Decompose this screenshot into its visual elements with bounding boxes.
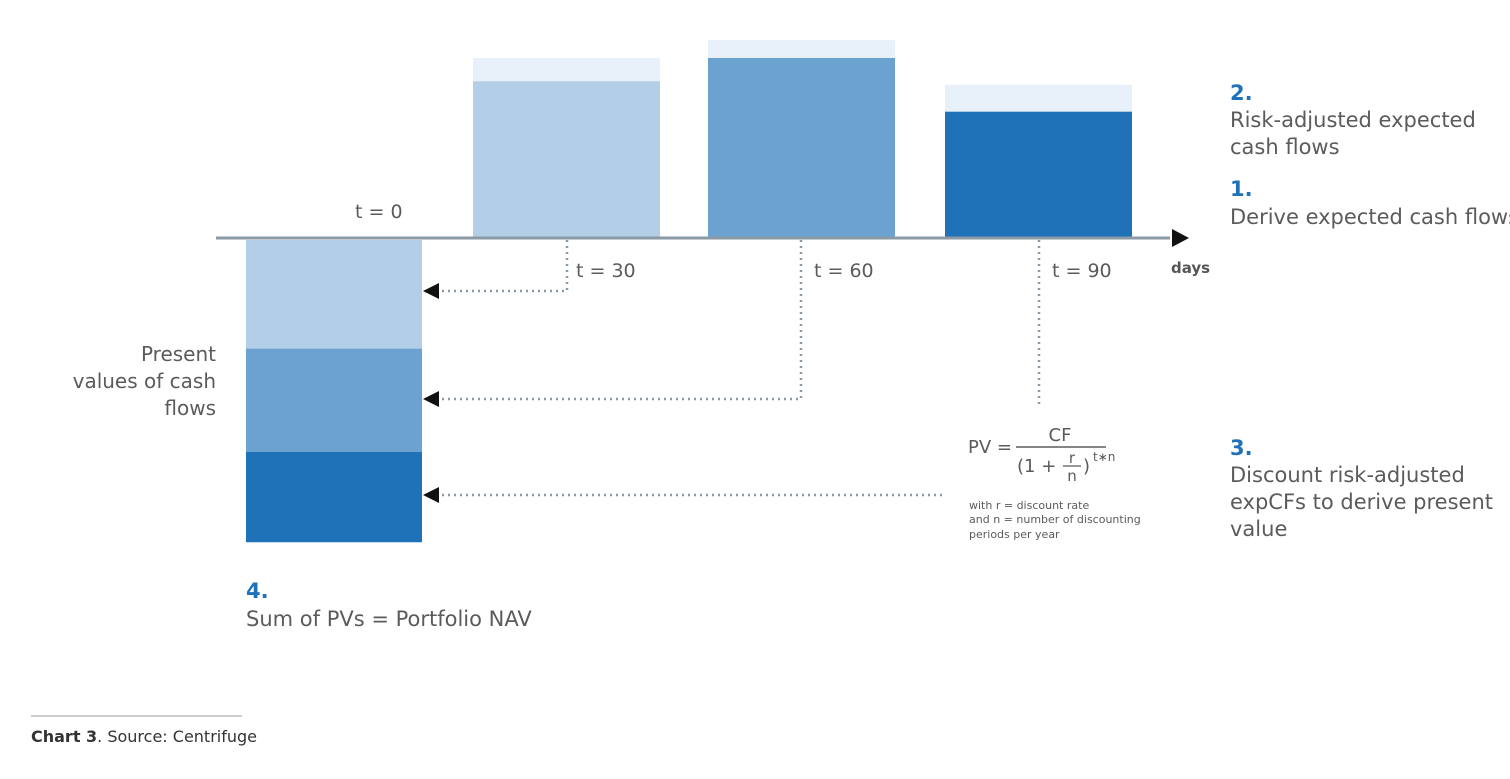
pv-segment-t30 xyxy=(246,240,422,349)
step-3-line-2: expCFs to derive present xyxy=(1230,490,1493,514)
risk-adjusted-cf-bar-t30 xyxy=(473,81,660,238)
discount-connectors xyxy=(440,240,1041,497)
risk-adjusted-cf-bar-t60 xyxy=(708,58,895,237)
caption-bold: Chart 3 xyxy=(31,727,97,746)
present-value-stack xyxy=(246,240,422,543)
formula-lhs: PV = xyxy=(968,437,1012,458)
axis-unit-label: days xyxy=(1171,259,1210,277)
pv-label-line-3: flows xyxy=(164,396,216,420)
time-label-30: t = 30 xyxy=(576,260,636,282)
step-4-line-1: Sum of PVs = Portfolio NAV xyxy=(246,607,532,631)
formula-denominator-close: ) xyxy=(1083,456,1090,477)
time-label-60: t = 60 xyxy=(814,260,874,282)
formula-denominator-open: (1 + xyxy=(1017,456,1056,477)
step-3-line-1: Discount risk-adjusted xyxy=(1230,463,1465,487)
pv-label-line-1: Present xyxy=(141,342,216,366)
formula-n: n xyxy=(1067,467,1077,485)
step-2-number: 2. xyxy=(1230,81,1253,105)
axis-arrow-icon xyxy=(1172,229,1189,247)
pv-segment-t60 xyxy=(246,348,422,452)
formula-numerator: CF xyxy=(1049,425,1072,446)
step-3-line-3: value xyxy=(1230,517,1287,541)
time-label-0: t = 0 xyxy=(355,201,403,223)
formula-note-1: with r = discount rate xyxy=(969,499,1089,512)
pv-label-line-2: values of cash xyxy=(73,369,216,393)
arrow-left-icon xyxy=(423,283,439,299)
step-1-line-1: Derive expected cash flows xyxy=(1230,205,1510,229)
step-4-number: 4. xyxy=(246,579,269,603)
formula-exponent: t∗n xyxy=(1093,450,1115,464)
caption-text: . Source: Centrifuge xyxy=(97,727,257,746)
step-1-number: 1. xyxy=(1230,177,1253,201)
connector-t30 xyxy=(440,240,569,293)
formula-r: r xyxy=(1069,449,1076,467)
caption: Chart 3. Source: Centrifuge xyxy=(31,727,257,746)
arrow-left-icon xyxy=(423,487,439,503)
risk-adjusted-cf-bar-t90 xyxy=(945,111,1132,237)
pv-formula: PV = CF (1 + r n ) t∗n with r = discount… xyxy=(968,425,1141,541)
formula-note-3: periods per year xyxy=(969,528,1060,541)
step-2-line-1: Risk-adjusted expected xyxy=(1230,108,1476,132)
time-label-90: t = 90 xyxy=(1052,260,1112,282)
arrow-left-icon xyxy=(423,391,439,407)
pv-segment-t90 xyxy=(246,451,422,543)
formula-note-2: and n = number of discounting xyxy=(969,513,1141,526)
cash-flow-bars xyxy=(473,40,1132,238)
step-3-number: 3. xyxy=(1230,436,1253,460)
step-2-line-2: cash flows xyxy=(1230,135,1340,159)
